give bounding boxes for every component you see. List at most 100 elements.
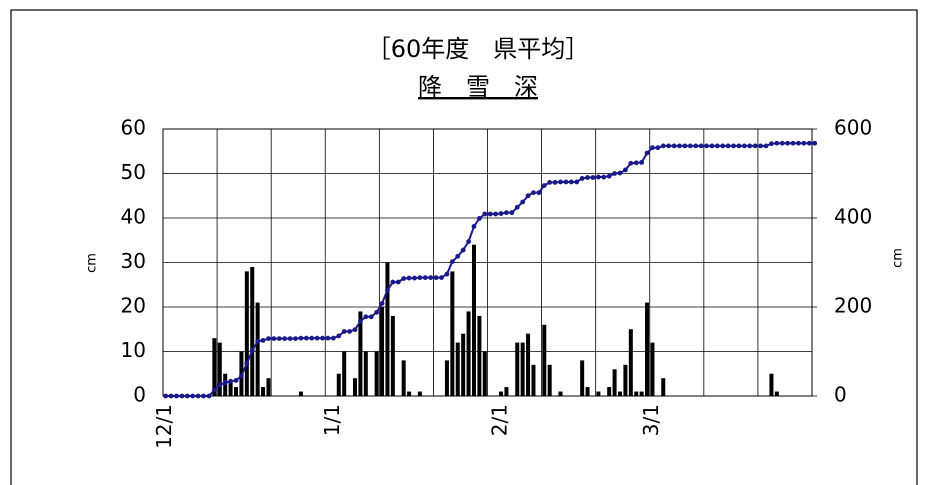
line-point xyxy=(752,143,758,149)
y-tick-label: 40 xyxy=(121,205,146,229)
line-point xyxy=(628,160,634,166)
line-point xyxy=(352,327,358,333)
bar xyxy=(228,382,233,396)
line-point xyxy=(385,287,390,293)
bar xyxy=(618,391,623,396)
line-point xyxy=(779,140,785,146)
line-point xyxy=(428,275,434,281)
line-point xyxy=(785,140,791,146)
line-point xyxy=(314,335,320,341)
chart-title: ［60年度 県平均］ xyxy=(367,35,590,63)
bar xyxy=(499,391,504,396)
bar xyxy=(504,387,509,396)
bar xyxy=(774,391,779,396)
bar xyxy=(336,373,341,396)
line-point xyxy=(639,159,645,165)
bar xyxy=(363,351,368,396)
line-point xyxy=(347,329,352,334)
line-point xyxy=(336,333,342,339)
line-point xyxy=(190,393,196,399)
line-point xyxy=(682,143,688,149)
bar xyxy=(455,342,460,396)
y2-tick-label: 0 xyxy=(834,383,847,407)
y2-tick-label: 200 xyxy=(834,294,872,318)
y-tick-label: 50 xyxy=(121,160,146,184)
line-point xyxy=(509,210,515,216)
bar xyxy=(466,311,471,396)
bar xyxy=(298,391,303,396)
line-point xyxy=(184,393,190,399)
line-point xyxy=(493,211,499,217)
bar xyxy=(212,338,217,396)
bar xyxy=(596,391,601,396)
line-point xyxy=(293,336,298,341)
bar xyxy=(531,364,536,396)
bar xyxy=(250,266,255,396)
line-point xyxy=(769,141,774,147)
line-point xyxy=(271,336,277,341)
line-point xyxy=(617,170,623,176)
line-point xyxy=(287,336,293,341)
line-point xyxy=(568,179,574,185)
line-point xyxy=(444,271,450,277)
line-point xyxy=(222,380,228,386)
line-point xyxy=(606,173,612,179)
line-point xyxy=(574,179,580,185)
line-point xyxy=(217,382,223,388)
bar xyxy=(634,391,639,396)
line-point xyxy=(790,140,796,146)
line-point xyxy=(309,335,315,341)
bar xyxy=(358,311,363,396)
x-tick-label: 2/1 xyxy=(488,404,512,436)
line-point xyxy=(358,318,363,324)
line-point xyxy=(612,171,617,176)
line-point xyxy=(320,335,325,341)
bar xyxy=(261,387,266,396)
bar xyxy=(450,271,455,396)
line-point xyxy=(179,393,185,399)
line-point xyxy=(520,199,526,205)
bar xyxy=(352,378,357,396)
line-point xyxy=(741,143,747,149)
line-point xyxy=(201,393,206,399)
line-point xyxy=(379,301,385,306)
line-point xyxy=(558,179,563,185)
line-point xyxy=(666,143,672,149)
line-point xyxy=(417,275,423,281)
bar xyxy=(471,244,476,396)
line-point xyxy=(504,210,509,216)
bar xyxy=(585,387,590,396)
line-point xyxy=(698,143,704,149)
line-point xyxy=(368,314,374,320)
bar xyxy=(520,342,525,396)
line-point xyxy=(709,143,715,149)
line-point xyxy=(206,393,212,399)
x-tick-label: 3/1 xyxy=(639,404,663,436)
line-point xyxy=(174,393,179,399)
line-point xyxy=(233,378,239,383)
line-point xyxy=(395,279,401,285)
line-point xyxy=(266,336,271,341)
bar xyxy=(661,378,666,396)
line-point xyxy=(725,143,731,149)
bar xyxy=(266,378,271,396)
y-tick-label: 30 xyxy=(121,249,146,273)
line-point xyxy=(422,275,428,281)
bar xyxy=(401,360,406,396)
line-point xyxy=(168,393,174,399)
bar xyxy=(461,333,466,396)
line-point xyxy=(244,361,250,366)
line-point xyxy=(374,309,380,315)
bar xyxy=(390,315,395,396)
line-point xyxy=(671,143,677,149)
y2-tick-label: 600 xyxy=(834,116,872,140)
line-point xyxy=(460,247,466,253)
line-point xyxy=(714,143,720,149)
line-point xyxy=(466,239,471,244)
line-point xyxy=(747,143,753,149)
line-point xyxy=(455,253,461,259)
bar xyxy=(407,391,412,396)
line-point xyxy=(211,387,217,393)
bar xyxy=(515,342,520,396)
